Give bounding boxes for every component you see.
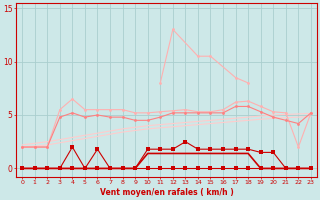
X-axis label: Vent moyen/en rafales ( km/h ): Vent moyen/en rafales ( km/h ) — [100, 188, 233, 197]
